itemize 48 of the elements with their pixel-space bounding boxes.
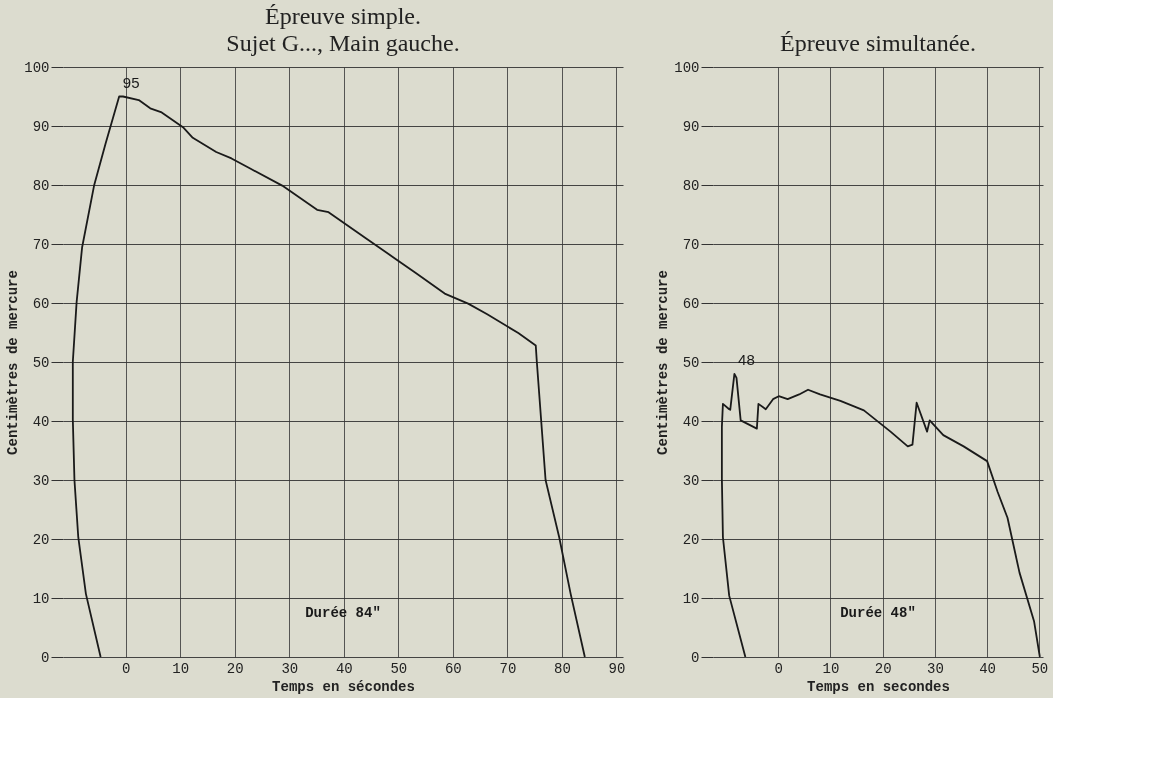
y-axis-title: Centimètres de mercure [5, 270, 22, 455]
x-tick-label: 40 [979, 660, 997, 677]
y-tick-label: 90 [682, 118, 700, 135]
y-tick-label: 40 [32, 413, 50, 430]
x-tick-label: 30 [281, 660, 299, 677]
x-tick-label: 20 [874, 660, 892, 677]
x-axis-title: Temps en sécondes [272, 678, 415, 695]
x-tick-label: 80 [554, 660, 571, 677]
y-tick-label: 20 [32, 531, 50, 548]
y-tick-label: 80 [682, 177, 700, 194]
y-tick-label: 30 [682, 472, 700, 489]
chart-subtitle: Sujet G..., Main gauche. [226, 30, 460, 56]
x-tick-label: 20 [226, 660, 244, 677]
x-tick-label: 40 [335, 660, 353, 677]
line-series [71, 95, 586, 658]
y-tick-label: 0 [41, 649, 50, 666]
x-tick-label: 30 [927, 660, 944, 677]
y-tick-label: 0 [691, 649, 700, 666]
y-tick-label: 50 [682, 354, 700, 371]
x-tick-label: 50 [390, 660, 408, 677]
x-tick-label: 60 [444, 660, 462, 677]
y-tick-label: 10 [32, 590, 50, 607]
x-tick-label: 70 [499, 660, 517, 677]
y-tick-label: 60 [682, 295, 700, 312]
x-tick-label: 50 [1031, 660, 1049, 677]
y-tick-label: 80 [32, 177, 50, 194]
x-tick-label: 0 [774, 660, 783, 677]
y-tick-label: 60 [32, 295, 50, 312]
x-tick-label: 10 [172, 660, 190, 677]
y-tick-label: 20 [682, 531, 700, 548]
x-tick-label: 10 [822, 660, 840, 677]
annotation: Durée 48" [840, 604, 916, 621]
y-axis-title: Centimètres de mercure [655, 270, 672, 455]
y-tick-label: 10 [682, 590, 700, 607]
y-tick-label: 70 [682, 236, 700, 253]
y-tick-label: 100 [674, 59, 700, 76]
y-tick-label: 90 [32, 118, 50, 135]
y-tick-label: 70 [32, 236, 50, 253]
y-tick-label: 100 [24, 59, 50, 76]
y-tick-label: 50 [32, 354, 50, 371]
chart-title: Épreuve simple. [265, 3, 421, 29]
y-tick-label: 40 [682, 413, 700, 430]
line-series [720, 372, 1041, 658]
chart-title: Épreuve simultanée. [780, 30, 976, 56]
x-tick-label: 0 [122, 660, 131, 677]
x-tick-label: 90 [608, 660, 626, 677]
x-axis-title: Temps en secondes [807, 678, 950, 695]
y-tick-label: 30 [32, 472, 50, 489]
